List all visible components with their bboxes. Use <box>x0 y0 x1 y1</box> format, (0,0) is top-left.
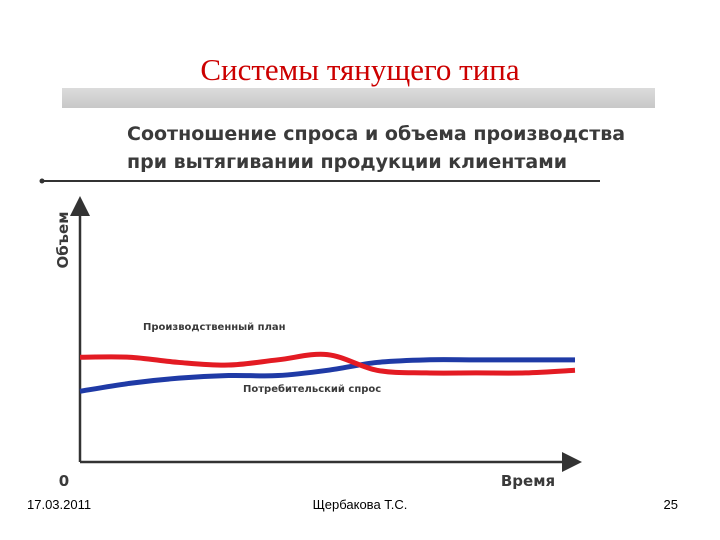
series-label-production-plan: Производственный план <box>143 322 286 333</box>
series-line-consumer-demand <box>79 357 575 394</box>
chart-title-line-2: при вытягивании продукции клиентами <box>127 151 568 173</box>
separator-dot <box>39 178 45 184</box>
footer-author: Щербакова Т.С. <box>312 497 408 512</box>
series-label-consumer-demand: Потребительский спрос <box>243 383 381 395</box>
footer-date: 17.03.2011 <box>27 497 92 512</box>
series-line-production-plan <box>79 351 576 376</box>
chart-title-line-1: Соотношение спроса и объема производства <box>127 123 626 145</box>
series-layer <box>79 351 576 394</box>
y-axis-label: Объем <box>54 212 72 269</box>
slide-title: Системы тянущего типа <box>200 52 520 87</box>
x-axis-label: Время <box>501 472 555 490</box>
page-number: 25 <box>663 497 678 512</box>
chart-title: Соотношение спроса и объема производства… <box>127 120 647 176</box>
origin-label: 0 <box>59 472 69 490</box>
title-underline <box>62 88 655 108</box>
